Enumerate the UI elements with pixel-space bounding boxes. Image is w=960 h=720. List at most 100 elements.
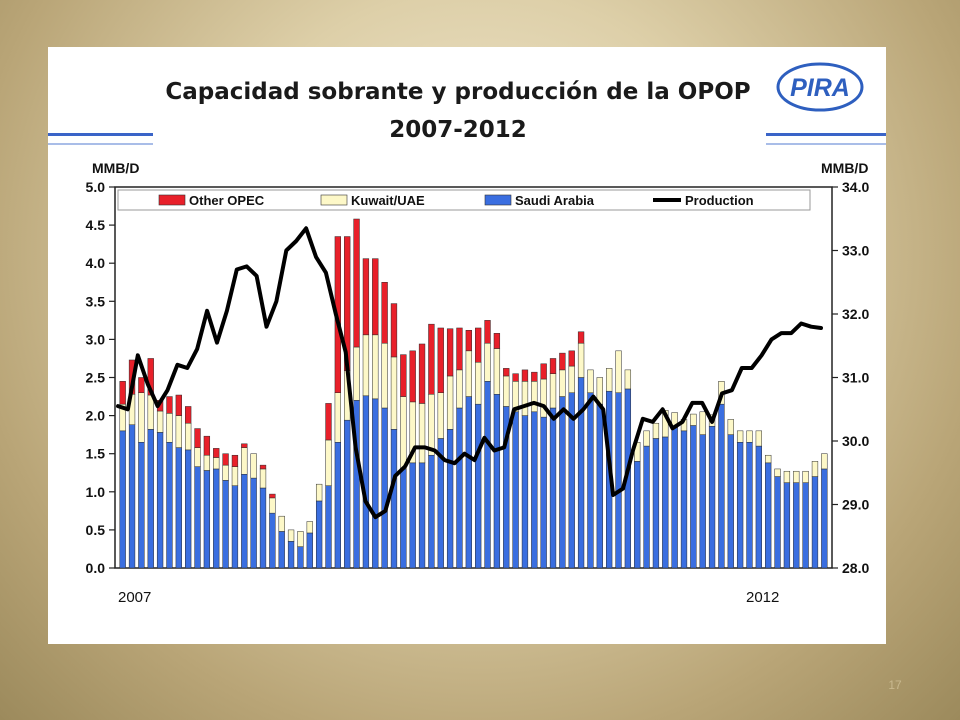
bar-saudi-arabia <box>269 512 276 569</box>
bar-saudi-arabia <box>156 432 164 569</box>
bar-kuwait-uae <box>259 468 267 489</box>
bar-saudi-arabia <box>428 454 435 569</box>
left-tick-label: 3.5 <box>86 293 106 309</box>
bar-saudi-arabia <box>475 403 482 569</box>
bar-kuwait-uae <box>213 457 220 470</box>
chart-title: Capacidad sobrante y producción de la OP… <box>165 79 750 105</box>
bar-kuwait-uae <box>390 356 398 430</box>
bar-saudi-arabia <box>381 407 388 569</box>
left-tick-label: 0.0 <box>86 560 106 576</box>
bar-kuwait-uae <box>577 342 585 378</box>
bar-other-opec <box>138 377 145 393</box>
bar-saudi-arabia <box>783 482 791 569</box>
bar-other-opec <box>166 396 173 414</box>
right-tick-label: 34.0 <box>842 179 869 195</box>
bar-other-opec <box>259 464 267 470</box>
bar-other-opec <box>400 354 407 397</box>
bar-saudi-arabia <box>549 407 557 569</box>
bar-saudi-arabia <box>634 461 641 569</box>
bar-saudi-arabia <box>811 476 819 569</box>
bar-kuwait-uae <box>549 373 557 409</box>
legend-label-other-opec: Other OPEC <box>189 193 265 208</box>
bar-saudi-arabia <box>484 381 491 569</box>
production-line <box>116 226 823 520</box>
bar-kuwait-uae <box>362 334 370 397</box>
bar-saudi-arabia <box>587 392 594 569</box>
left-tick-label: 0.5 <box>86 522 106 538</box>
bar-saudi-arabia <box>325 485 332 569</box>
bar-saudi-arabia <box>306 532 313 569</box>
slide-number: 17 <box>888 678 902 692</box>
bar-saudi-arabia <box>344 419 351 569</box>
x-label-start: 2007 <box>118 589 151 606</box>
bar-other-opec <box>521 369 529 382</box>
bar-other-opec <box>484 320 491 344</box>
bar-saudi-arabia <box>166 442 173 569</box>
bar-kuwait-uae <box>568 365 575 393</box>
right-tick-label: 28.0 <box>842 560 869 576</box>
left-tick-label: 4.5 <box>86 217 106 233</box>
legend: Other OPEC Kuwait/UAE Saudi Arabia Produ… <box>117 189 811 211</box>
bar-saudi-arabia <box>493 394 501 569</box>
bar-saudi-arabia <box>315 500 323 569</box>
bar-kuwait-uae <box>521 381 529 416</box>
bar-saudi-arabia <box>736 442 744 569</box>
pira-logo: PIRA <box>776 62 864 112</box>
bar-other-opec <box>493 333 501 349</box>
bar-other-opec <box>194 428 201 448</box>
bar-saudi-arabia <box>250 477 257 569</box>
bar-kuwait-uae <box>793 470 800 483</box>
bar-kuwait-uae <box>783 470 791 483</box>
right-tick-label: 33.0 <box>842 243 869 259</box>
bar-kuwait-uae <box>811 461 819 477</box>
bar-kuwait-uae <box>400 396 407 470</box>
bar-kuwait-uae <box>334 392 341 443</box>
bar-kuwait-uae <box>652 422 660 439</box>
right-tick-label: 29.0 <box>842 497 869 513</box>
bar-other-opec <box>185 406 192 424</box>
bar-kuwait-uae <box>306 521 313 534</box>
bar-saudi-arabia <box>774 476 781 569</box>
bar-kuwait-uae <box>185 422 192 451</box>
bar-kuwait-uae <box>690 413 697 426</box>
bar-kuwait-uae <box>222 464 229 481</box>
left-tick-label: 3.0 <box>86 331 106 347</box>
x-label-end: 2012 <box>746 589 779 606</box>
bar-kuwait-uae <box>315 483 323 502</box>
bar-kuwait-uae <box>297 531 304 547</box>
bar-other-opec <box>241 443 248 448</box>
left-tick-label: 1.0 <box>86 484 106 500</box>
bar-saudi-arabia <box>175 447 182 569</box>
bar-other-opec <box>465 330 472 352</box>
bar-other-opec <box>512 373 519 382</box>
bar-kuwait-uae <box>241 447 248 475</box>
bar-other-opec <box>325 403 332 441</box>
bar-other-opec <box>390 303 398 358</box>
bar-kuwait-uae <box>774 468 781 477</box>
bar-kuwait-uae <box>250 453 257 479</box>
bar-kuwait-uae <box>381 342 388 409</box>
legend-swatch-other-opec <box>158 194 186 206</box>
bar-other-opec <box>568 350 575 367</box>
header-rule-left <box>48 133 153 136</box>
bar-saudi-arabia <box>213 468 220 569</box>
bar-saudi-arabia <box>521 415 529 569</box>
bar-kuwait-uae <box>287 529 295 542</box>
bar-other-opec <box>269 493 276 499</box>
bar-kuwait-uae <box>727 419 734 435</box>
right-tick-label: 30.0 <box>842 433 869 449</box>
bar-kuwait-uae <box>418 403 426 464</box>
bar-kuwait-uae <box>156 410 164 433</box>
bar-kuwait-uae <box>456 369 463 409</box>
bar-kuwait-uae <box>194 447 201 467</box>
bar-other-opec <box>503 368 510 377</box>
bar-saudi-arabia <box>138 442 145 569</box>
bar-kuwait-uae <box>166 413 173 443</box>
bar-saudi-arabia <box>278 531 285 569</box>
bar-saudi-arabia <box>185 449 192 569</box>
bar-kuwait-uae <box>755 430 762 447</box>
bar-other-opec <box>353 218 360 348</box>
bar-saudi-arabia <box>334 442 341 569</box>
right-tick-label: 31.0 <box>842 370 869 386</box>
bar-other-opec <box>428 323 435 395</box>
